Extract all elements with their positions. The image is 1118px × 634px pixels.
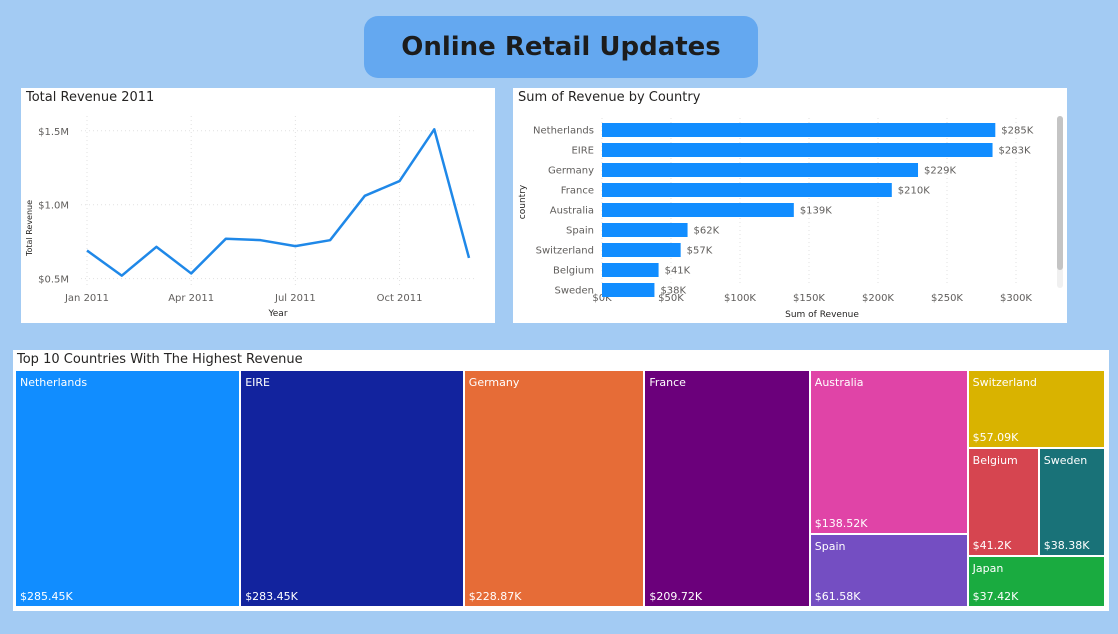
treemap-cell-label: Australia	[814, 376, 864, 389]
bar-xlabel: Sum of Revenue	[785, 310, 859, 320]
line-point	[189, 271, 193, 275]
bar-x-tick: $150K	[793, 293, 825, 304]
bar-x-tick: $200K	[862, 293, 894, 304]
treemap-panel[interactable]: Top 10 Countries With The Highest Revenu…	[13, 350, 1109, 611]
line-y-tick: $1.5M	[38, 127, 69, 138]
revenue-bar	[602, 203, 794, 217]
bar-category-label: Switzerland	[536, 246, 594, 257]
line-x-tick: Jul 2011	[274, 293, 316, 304]
treemap-cell-label: Spain	[814, 540, 846, 554]
line-chart-title: Total Revenue 2011	[26, 90, 155, 105]
bar-value-label: $229K	[924, 166, 956, 177]
bar-value-label: $210K	[898, 186, 930, 197]
line-chart-panel[interactable]: Total Revenue 2011 Total Revenue Year $0…	[21, 88, 495, 323]
bar-value-label: $41K	[665, 266, 691, 277]
line-point	[120, 274, 124, 278]
line-ylabel: Total Revenue	[25, 200, 34, 257]
revenue-bar	[602, 123, 996, 137]
bar-value-label: $38K	[660, 286, 686, 297]
line-x-tick: Jan 2011	[64, 293, 109, 304]
dashboard-title: Online Retail Updates	[364, 16, 758, 78]
treemap-cell-value: $38.38K	[1043, 539, 1090, 553]
treemap-cell-value: $283.45K	[245, 590, 298, 603]
treemap-cell-eire[interactable]: EIRE $283.45K	[241, 371, 465, 608]
treemap-cell-label: Sweden	[1043, 453, 1088, 467]
treemap-cell-value: $37.42K	[972, 589, 1019, 603]
bar-chart[interactable]: country Sum of Revenue $0K $50K $100K $150K…	[513, 88, 1067, 323]
line-point	[85, 249, 89, 253]
treemap[interactable]: Netherlands $285.45K EIRE $283.45K Germany $2…	[16, 371, 1106, 608]
treemap-cell-sweden[interactable]: Sweden $38.38K	[1039, 448, 1106, 558]
bar-scrollbar-thumb[interactable]	[1057, 116, 1063, 270]
line-point	[398, 179, 402, 183]
treemap-cell-spain[interactable]: Spain $61.58K	[810, 535, 969, 608]
treemap-cell-label: Switzerland	[972, 376, 1037, 389]
bar-value-label: $283K	[999, 146, 1031, 157]
treemap-cell-switzerland[interactable]: Switzerland $57.09K	[968, 371, 1106, 449]
bar-category-label: Belgium	[553, 266, 594, 277]
line-x-tick: Oct 2011	[377, 293, 423, 304]
revenue-bar	[602, 243, 681, 257]
treemap-cell-belgium[interactable]: Belgium $41.2K	[968, 448, 1040, 558]
treemap-cell-value: $41.2K	[972, 539, 1012, 553]
bar-value-label: $62K	[694, 226, 720, 237]
bar-category-label: Germany	[548, 166, 594, 177]
bar-category-label: Sweden	[554, 286, 594, 297]
bar-x-tick: $300K	[1000, 293, 1032, 304]
treemap-cell-australia[interactable]: Australia $138.52K	[810, 371, 969, 536]
bar-category-label: Spain	[566, 226, 594, 237]
treemap-cell-label: Japan	[972, 562, 1004, 576]
bar-value-label: $139K	[800, 206, 832, 217]
line-point	[224, 237, 228, 241]
line-point	[363, 194, 367, 198]
revenue-bar	[602, 283, 655, 297]
line-x-tick: Apr 2011	[168, 293, 214, 304]
revenue-bar	[602, 163, 919, 177]
bar-category-label: Australia	[550, 206, 594, 217]
revenue-bar	[602, 263, 659, 277]
treemap-cell-value: $209.72K	[649, 590, 703, 603]
line-point	[154, 245, 158, 249]
bar-category-label: Netherlands	[533, 126, 594, 137]
bar-ylabel: country	[518, 184, 528, 219]
revenue-line	[86, 128, 471, 277]
bar-x-tick: $100K	[724, 293, 756, 304]
treemap-cell-value: $61.58K	[814, 589, 861, 603]
line-point	[432, 127, 436, 131]
treemap-cell-label: Germany	[468, 376, 520, 389]
bar-category-label: France	[561, 186, 594, 197]
line-y-tick: $0.5M	[38, 275, 69, 286]
bar-x-tick: $50K	[658, 293, 684, 304]
line-point	[467, 256, 471, 260]
treemap-cell-value: $57.09K	[972, 430, 1019, 444]
bar-x-tick: $0K	[592, 293, 612, 304]
revenue-bar	[602, 223, 688, 237]
bar-chart-title: Sum of Revenue by Country	[518, 90, 701, 105]
treemap-cell-japan[interactable]: Japan $37.42K	[968, 557, 1106, 608]
treemap-cell-germany[interactable]: Germany $228.87K	[464, 371, 646, 608]
treemap-cell-france[interactable]: France $209.72K	[645, 371, 811, 608]
treemap-cell-value: $138.52K	[814, 517, 868, 531]
bar-value-label: $285K	[1001, 126, 1033, 137]
treemap-cell-value: $285.45K	[20, 590, 73, 603]
line-xlabel: Year	[267, 309, 287, 319]
bar-value-label: $57K	[687, 246, 713, 257]
line-point	[259, 238, 263, 242]
treemap-cell-value: $228.87K	[468, 590, 522, 603]
bar-x-tick: $250K	[931, 293, 963, 304]
treemap-cell-netherlands[interactable]: Netherlands $285.45K	[16, 371, 242, 608]
line-chart[interactable]: Total Revenue Year $0.5M $1.0M $1.5M Jan 20…	[21, 88, 495, 323]
treemap-title: Top 10 Countries With The Highest Revenu…	[17, 352, 303, 367]
treemap-cell-label: France	[649, 376, 686, 389]
revenue-bar	[602, 143, 993, 157]
bar-chart-panel[interactable]: Sum of Revenue by Country country Sum of…	[513, 88, 1067, 323]
line-point	[328, 238, 332, 242]
line-point	[293, 244, 297, 248]
treemap-cell-label: Belgium	[972, 453, 1018, 467]
treemap-cell-label: Netherlands	[20, 376, 88, 389]
bar-category-label: EIRE	[571, 146, 594, 157]
line-y-tick: $1.0M	[38, 201, 69, 212]
treemap-cell-label: EIRE	[245, 376, 270, 389]
revenue-bar	[602, 183, 892, 197]
